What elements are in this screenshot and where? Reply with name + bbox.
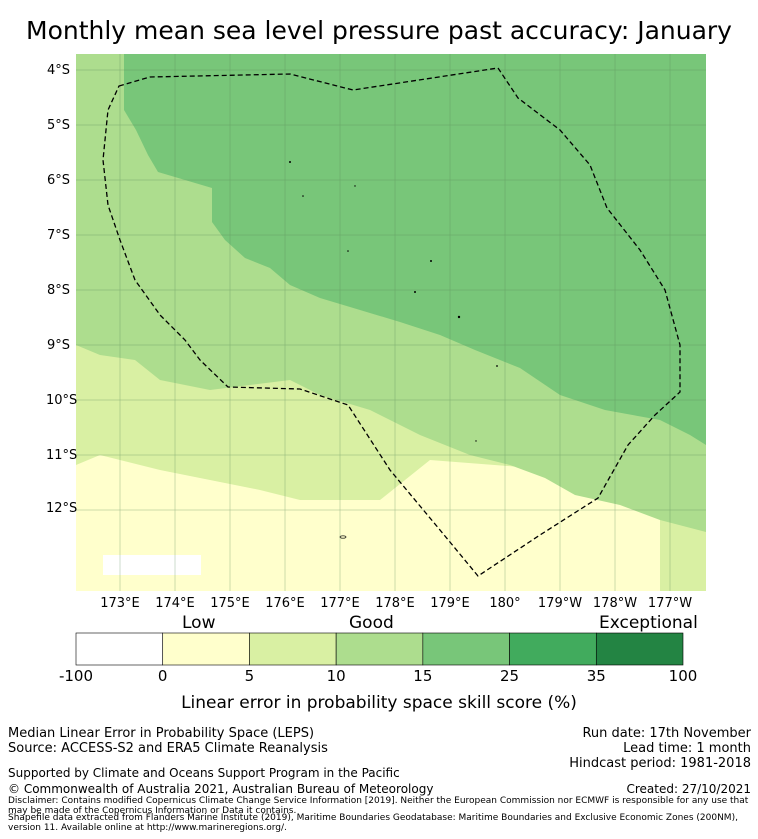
disclaimer: Disclaimer: Contains modified Copernicus… <box>8 796 749 816</box>
lat-label: 9°S <box>46 338 70 353</box>
lon-label: 173°E <box>100 596 140 611</box>
zone-white-patch <box>103 555 201 575</box>
colorbar-tick-label: 10 <box>326 667 346 685</box>
copyright-line: © Commonwealth of Australia 2021, Austra… <box>8 782 434 796</box>
colorbar-tick-label: 0 <box>157 667 168 685</box>
skill-map <box>76 54 706 591</box>
run-date: Run date: 17th November <box>582 726 751 741</box>
lat-label: 11°S <box>46 448 78 463</box>
lon-label: 177°W <box>647 596 693 611</box>
created-date: Created: 27/10/2021 <box>626 782 751 796</box>
colorbar-tick-label: -100 <box>58 667 94 685</box>
category-good: Good <box>349 613 394 633</box>
lat-label: 7°S <box>46 228 70 243</box>
colorbar-bin <box>75 632 164 666</box>
lon-label: 179°W <box>537 596 583 611</box>
lat-label: 8°S <box>46 283 70 298</box>
colorbar-bin <box>249 632 337 666</box>
lat-label: 6°S <box>46 173 70 188</box>
lead-time: Lead time: 1 month <box>623 741 751 756</box>
lon-label: 180° <box>489 596 521 611</box>
category-low: Low <box>182 613 216 633</box>
lon-label: 178°E <box>375 596 415 611</box>
colorbar-tick-label: 15 <box>413 667 433 685</box>
lon-label: 178°W <box>592 596 638 611</box>
method-line: Median Linear Error in Probability Space… <box>8 726 315 741</box>
page-title: Monthly mean sea level pressure past acc… <box>26 16 732 45</box>
colorbar-bin <box>595 632 684 666</box>
colorbar-tick-label: 35 <box>586 667 606 685</box>
lat-label: 5°S <box>46 118 70 133</box>
zone-better <box>124 54 706 445</box>
lat-label: 12°S <box>46 501 78 516</box>
source-line: Source: ACCESS-S2 and ERA5 Climate Reana… <box>8 741 328 756</box>
colorbar-tick-label: 25 <box>500 667 520 685</box>
colorbar-bin <box>162 632 250 666</box>
eez-boundary <box>102 67 681 577</box>
lon-label: 179°E <box>430 596 470 611</box>
colorbar-bin <box>509 632 597 666</box>
hindcast-period: Hindcast period: 1981-2018 <box>569 756 751 771</box>
shapefile-credit: Shapefile data extracted from Flanders M… <box>8 813 738 833</box>
category-exceptional: Exceptional <box>599 613 698 633</box>
colorbar-label: Linear error in probability space skill … <box>181 693 577 713</box>
graticule <box>76 54 706 591</box>
colorbar <box>75 632 684 666</box>
colorbar-tick-label: 100 <box>668 667 698 685</box>
zone-good-light <box>76 340 706 591</box>
lat-label: 10°S <box>46 393 78 408</box>
lon-label: 175°E <box>210 596 250 611</box>
colorbar-bin <box>422 632 510 666</box>
lon-label: 176°E <box>265 596 305 611</box>
lon-label: 174°E <box>155 596 195 611</box>
lon-label: 177°E <box>320 596 360 611</box>
colorbar-bin <box>335 632 424 666</box>
islands <box>289 161 498 539</box>
support-line: Supported by Climate and Oceans Support … <box>8 766 400 780</box>
lat-label: 4°S <box>46 63 70 78</box>
colorbar-tick-label: 5 <box>244 667 255 685</box>
